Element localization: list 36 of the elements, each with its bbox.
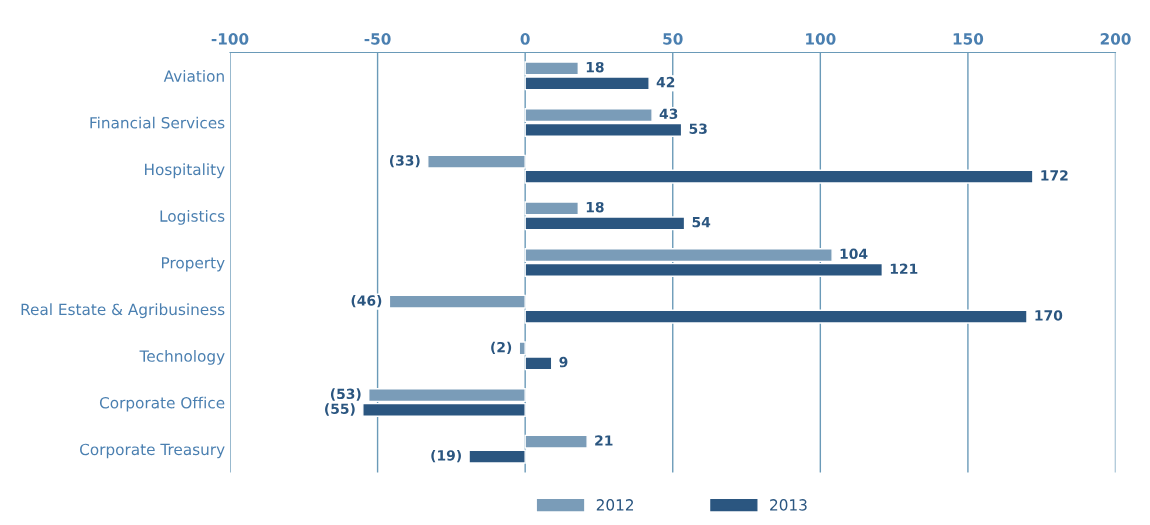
legend-label: 2013 xyxy=(770,499,807,511)
x-tick-label: -50 xyxy=(364,33,391,45)
y-tick-label: Corporate Office xyxy=(99,396,225,412)
data-label: (33) xyxy=(389,154,420,168)
data-label: 42 xyxy=(656,76,675,88)
y-tick-label: Financial Services xyxy=(90,116,225,129)
data-label: 18 xyxy=(586,201,604,213)
data-label: (19) xyxy=(431,449,461,463)
y-tick-label: Logistics xyxy=(160,210,225,225)
y-tick-label: Hospitality xyxy=(145,163,225,179)
legend-label: 2012 xyxy=(596,499,634,511)
data-label: 21 xyxy=(595,435,613,446)
data-label: 172 xyxy=(1041,170,1068,181)
data-label: 53 xyxy=(689,123,707,134)
data-label: (55) xyxy=(325,403,355,416)
data-label: 104 xyxy=(840,248,868,260)
x-tick-label: 50 xyxy=(663,33,683,45)
data-label: 43 xyxy=(659,108,678,120)
y-tick-label: Aviation xyxy=(163,70,224,82)
data-label: 170 xyxy=(1035,310,1063,321)
x-tick-label: 200 xyxy=(1100,33,1131,45)
y-tick-label: Corporate Treasury xyxy=(80,443,225,459)
data-label: (53) xyxy=(330,388,361,401)
data-label: (46) xyxy=(351,294,382,308)
y-tick-label: Technology xyxy=(139,350,225,365)
x-tick-label: 150 xyxy=(953,33,984,45)
x-tick-label: 0 xyxy=(520,33,530,45)
data-label: 121 xyxy=(890,263,918,274)
data-label: 18 xyxy=(586,61,604,73)
x-tick-label: 100 xyxy=(806,33,836,45)
data-label: (2) xyxy=(491,341,512,355)
x-tick-label: -100 xyxy=(211,33,249,45)
y-tick-label: Property xyxy=(162,257,225,272)
data-label: 9 xyxy=(559,356,568,368)
data-label: 54 xyxy=(692,217,711,228)
y-tick-label: Real Estate & Agribusiness xyxy=(21,303,225,319)
